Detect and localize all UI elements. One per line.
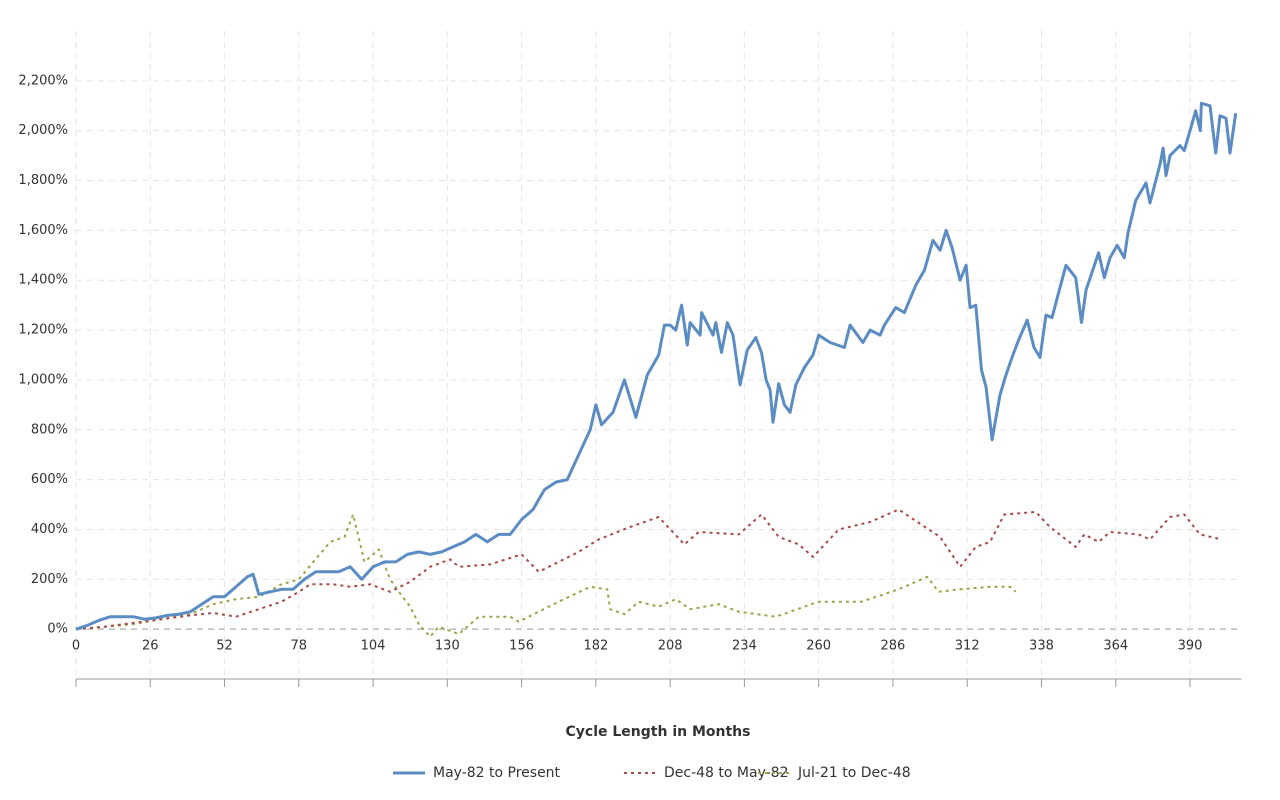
x-axis-title: Cycle Length in Months <box>566 724 751 740</box>
x-tick-label: 156 <box>509 639 534 654</box>
x-tick-label: 234 <box>732 639 757 654</box>
y-tick-label: 1,200% <box>18 323 68 338</box>
y-tick-label: 1,400% <box>18 273 68 288</box>
x-tick-label: 182 <box>583 639 608 654</box>
x-tick-label: 52 <box>216 639 233 654</box>
x-tick-label: 312 <box>955 639 980 654</box>
legend-label: Dec-48 to May-82 <box>664 765 788 781</box>
y-tick-label: 2,000% <box>18 123 68 138</box>
y-tick-label: 1,000% <box>18 372 68 387</box>
y-tick-label: 1,800% <box>18 173 68 188</box>
x-tick-label: 260 <box>806 639 831 654</box>
x-tick-label: 208 <box>658 639 683 654</box>
x-tick-label: 338 <box>1029 639 1054 654</box>
x-tick-label: 104 <box>361 639 386 654</box>
x-tick-label: 364 <box>1103 639 1128 654</box>
x-tick-label: 0 <box>72 639 80 654</box>
x-tick-label: 286 <box>881 639 906 654</box>
y-tick-label: 400% <box>31 522 68 537</box>
x-tick-label: 130 <box>435 639 460 654</box>
y-tick-label: 0% <box>47 622 68 637</box>
legend-label: Jul-21 to Dec-48 <box>797 765 911 781</box>
legend-label: May-82 to Present <box>433 765 561 781</box>
x-tick-label: 78 <box>291 639 308 654</box>
line-series <box>75 513 1017 638</box>
y-tick-label: 600% <box>31 472 68 487</box>
line-series <box>75 508 1222 631</box>
y-tick-label: 1,600% <box>18 223 68 238</box>
y-tick-label: 200% <box>31 572 68 587</box>
y-tick-label: 800% <box>31 422 68 437</box>
line-series <box>75 101 1238 631</box>
y-tick-label: 2,200% <box>18 73 68 88</box>
x-tick-label: 26 <box>142 639 159 654</box>
x-tick-label: 390 <box>1178 639 1203 654</box>
